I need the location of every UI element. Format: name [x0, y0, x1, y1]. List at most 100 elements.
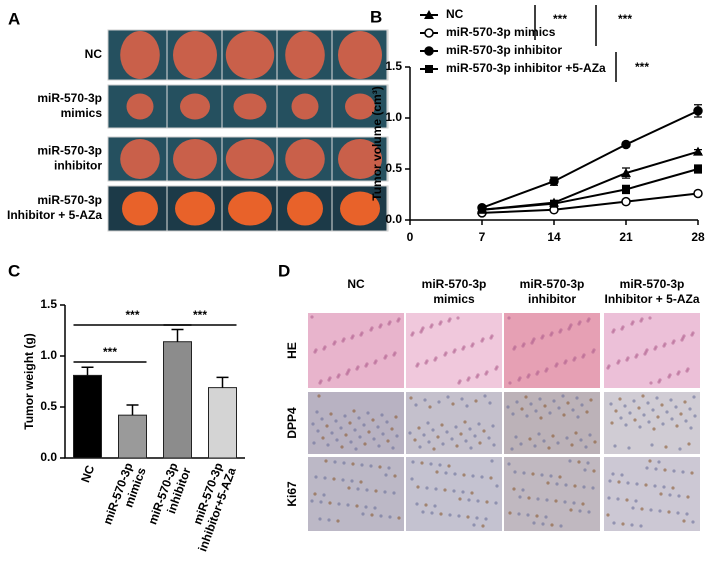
texture: [557, 406, 561, 410]
row-label: HE: [285, 342, 299, 359]
column-label: Inhibitor + 5-AZa: [604, 292, 699, 306]
texture: [575, 396, 579, 400]
texture: [618, 397, 622, 401]
texture: [325, 424, 329, 428]
texture: [383, 490, 387, 494]
texture: [474, 399, 478, 403]
texture: [681, 470, 685, 474]
texture: [637, 406, 641, 410]
texture: [466, 378, 470, 382]
texture: [654, 467, 658, 471]
texture: [671, 486, 675, 490]
texture: [580, 403, 584, 407]
texture: [676, 372, 680, 376]
texture: [371, 418, 375, 422]
y-axis-label: Tumor weight (g): [22, 333, 36, 429]
texture: [332, 342, 336, 346]
texture: [445, 430, 449, 434]
texture: [688, 407, 692, 411]
texture: [487, 436, 491, 440]
texture: [336, 375, 340, 379]
texture: [312, 441, 316, 445]
texture: [373, 361, 377, 365]
texture: [420, 461, 424, 465]
texture: [549, 474, 553, 478]
texture: [430, 511, 434, 515]
texture: [489, 336, 493, 340]
texture: [476, 499, 480, 503]
texture: [649, 508, 653, 512]
error-bar: [171, 328, 184, 342]
texture: [547, 446, 551, 450]
texture: [419, 330, 423, 334]
texture: [633, 418, 637, 422]
texture: [512, 347, 516, 351]
texture: [481, 524, 485, 528]
marker: [478, 205, 486, 214]
texture: [558, 330, 562, 334]
texture: [649, 381, 653, 385]
column-label: miR-570-3p: [620, 277, 685, 291]
texture: [391, 446, 395, 450]
texture: [372, 437, 376, 441]
texture: [581, 355, 585, 359]
column-label: mimics: [433, 292, 475, 306]
texture: [644, 483, 648, 487]
column-label: inhibitor: [528, 292, 576, 306]
texture: [452, 350, 456, 354]
texture: [489, 476, 493, 480]
texture: [494, 501, 498, 505]
significance: ***: [553, 12, 567, 26]
texture: [384, 473, 388, 477]
texture: [369, 464, 373, 468]
texture: [661, 422, 665, 426]
texture: [390, 427, 394, 431]
texture: [544, 369, 548, 373]
texture: [340, 445, 344, 449]
marker: [693, 146, 703, 156]
texture: [617, 480, 621, 484]
texture: [322, 347, 326, 351]
texture: [639, 319, 643, 323]
tumor: [340, 191, 380, 226]
texture: [321, 436, 325, 440]
texture: [335, 438, 339, 442]
texture: [554, 364, 558, 368]
texture: [378, 325, 382, 329]
texture: [315, 410, 319, 414]
texture: [593, 440, 597, 444]
texture: [345, 372, 349, 376]
texture: [386, 439, 390, 443]
texture: [337, 502, 341, 506]
texture: [555, 482, 559, 486]
texture: [457, 381, 461, 385]
x-tick-label: miR-570-3pmimics: [100, 461, 149, 532]
texture: [366, 411, 370, 415]
texture: [641, 394, 645, 398]
texture: [394, 415, 398, 419]
texture: [457, 514, 461, 518]
texture: [658, 509, 662, 513]
micrograph: [504, 313, 600, 388]
texture: [461, 347, 465, 351]
texture: [484, 372, 488, 376]
texture: [578, 509, 582, 513]
texture: [674, 405, 678, 409]
texture: [433, 504, 437, 508]
texture: [432, 447, 436, 451]
texture: [544, 515, 548, 519]
texture: [646, 401, 650, 405]
texture: [567, 327, 571, 331]
texture: [482, 429, 486, 433]
texture: [396, 319, 400, 323]
texture: [447, 464, 451, 468]
marker: [622, 185, 630, 194]
texture: [456, 316, 460, 320]
texture: [392, 353, 396, 357]
texture: [436, 435, 440, 439]
tumor: [345, 93, 375, 120]
texture: [614, 409, 618, 413]
texture: [327, 518, 331, 522]
texture: [611, 472, 615, 476]
